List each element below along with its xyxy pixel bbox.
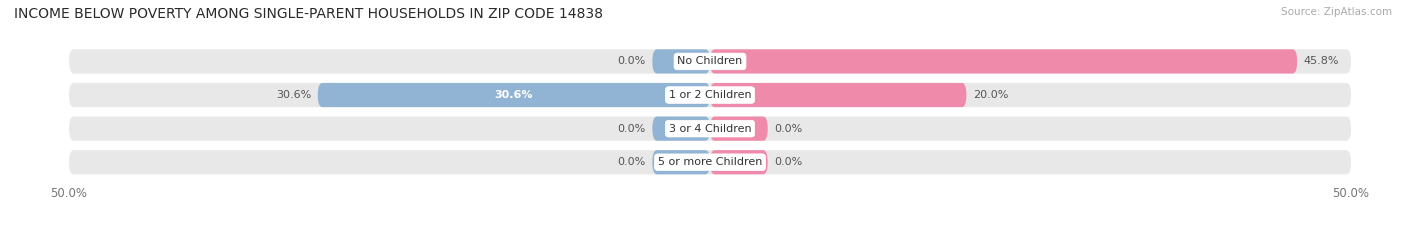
FancyBboxPatch shape — [652, 150, 710, 174]
Text: 0.0%: 0.0% — [617, 157, 645, 167]
Text: 20.0%: 20.0% — [973, 90, 1008, 100]
Text: Source: ZipAtlas.com: Source: ZipAtlas.com — [1281, 7, 1392, 17]
FancyBboxPatch shape — [652, 116, 710, 141]
Text: 0.0%: 0.0% — [775, 157, 803, 167]
FancyBboxPatch shape — [69, 49, 1351, 74]
Text: 3 or 4 Children: 3 or 4 Children — [669, 124, 751, 134]
Text: 0.0%: 0.0% — [775, 124, 803, 134]
FancyBboxPatch shape — [710, 116, 768, 141]
Text: 1 or 2 Children: 1 or 2 Children — [669, 90, 751, 100]
Text: 30.6%: 30.6% — [276, 90, 311, 100]
FancyBboxPatch shape — [69, 83, 1351, 107]
Text: 30.6%: 30.6% — [495, 90, 533, 100]
Text: INCOME BELOW POVERTY AMONG SINGLE-PARENT HOUSEHOLDS IN ZIP CODE 14838: INCOME BELOW POVERTY AMONG SINGLE-PARENT… — [14, 7, 603, 21]
Text: 0.0%: 0.0% — [617, 124, 645, 134]
FancyBboxPatch shape — [710, 83, 966, 107]
FancyBboxPatch shape — [318, 83, 710, 107]
Text: 0.0%: 0.0% — [617, 56, 645, 66]
Text: 5 or more Children: 5 or more Children — [658, 157, 762, 167]
FancyBboxPatch shape — [710, 150, 768, 174]
FancyBboxPatch shape — [69, 116, 1351, 141]
FancyBboxPatch shape — [69, 150, 1351, 174]
Text: 45.8%: 45.8% — [1303, 56, 1339, 66]
FancyBboxPatch shape — [652, 49, 710, 74]
Text: No Children: No Children — [678, 56, 742, 66]
FancyBboxPatch shape — [710, 49, 1298, 74]
